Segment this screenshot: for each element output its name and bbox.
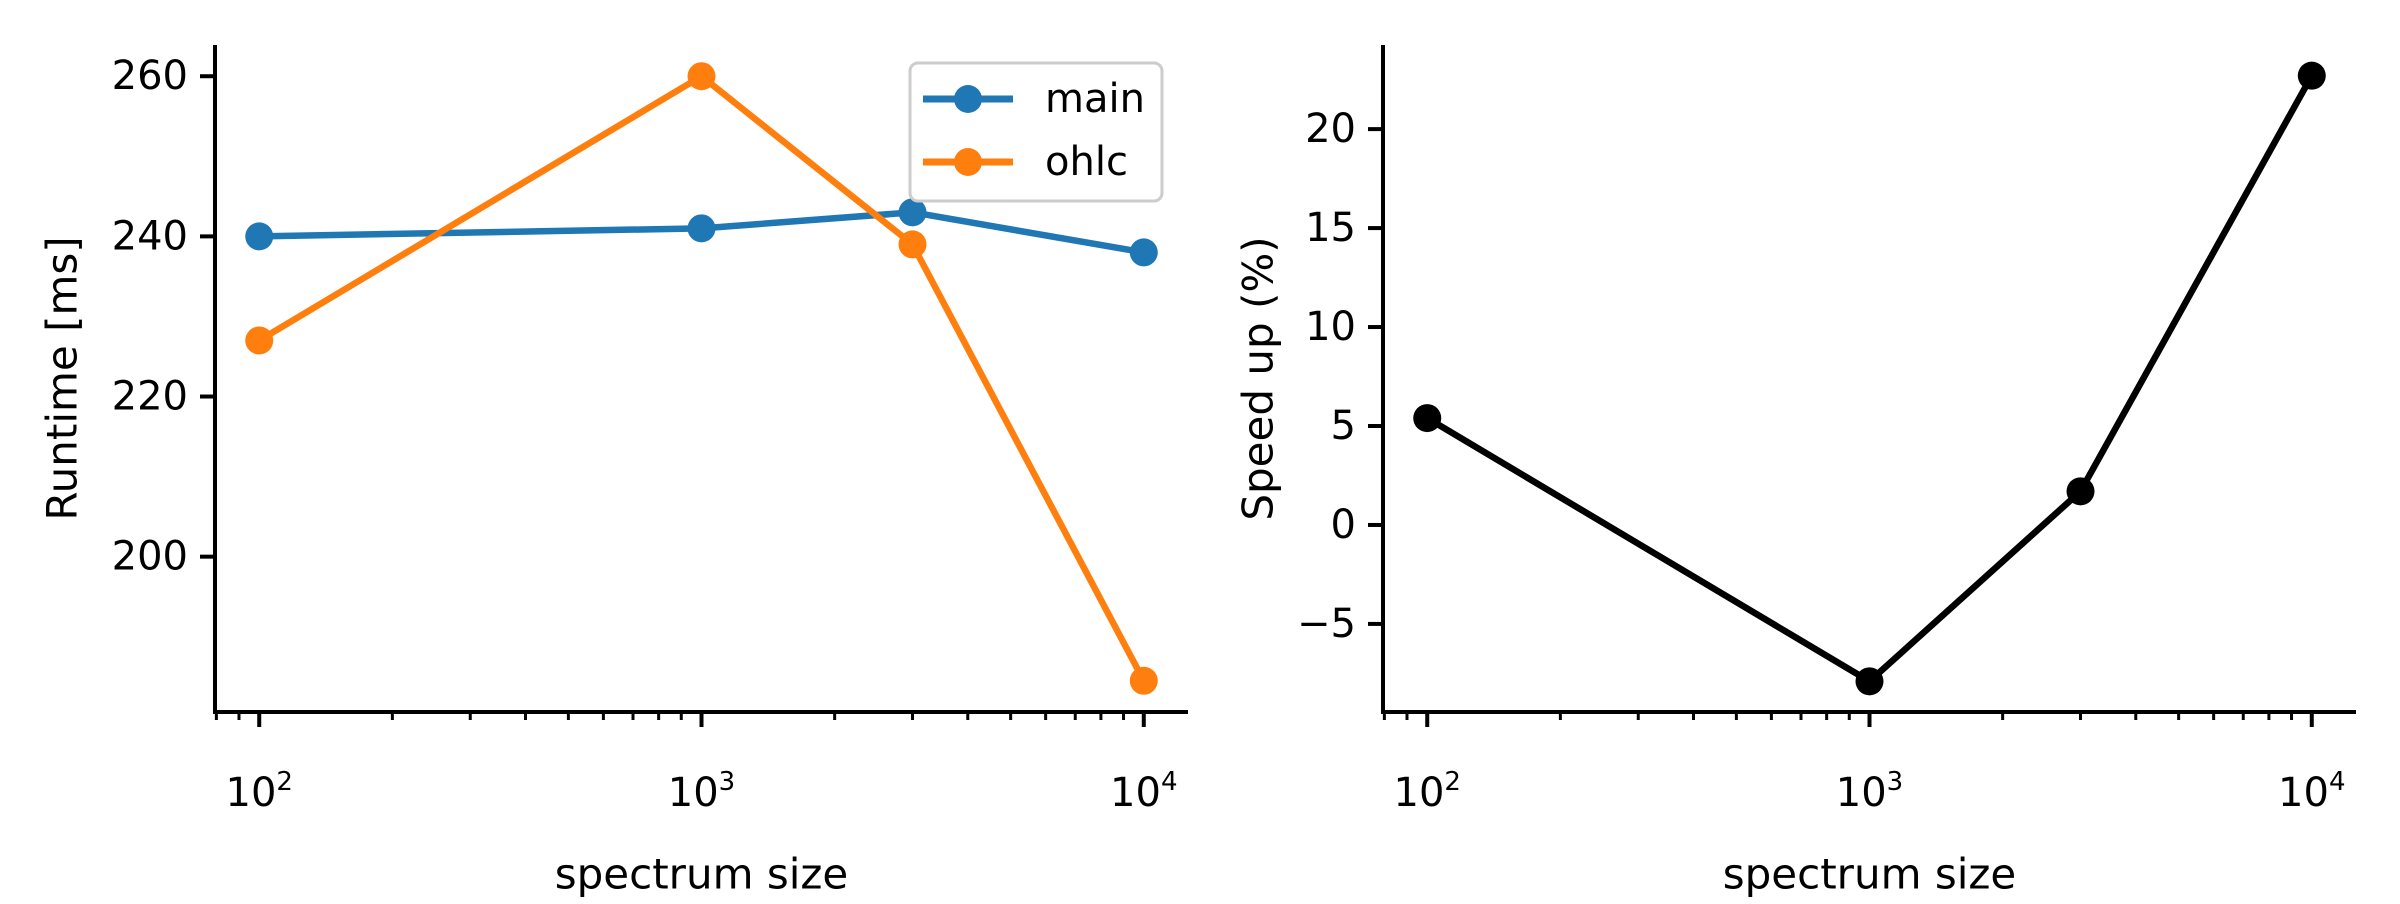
data-point-ohlc [1129,666,1158,695]
data-point-main [687,214,716,243]
legend-entry-label: main [1045,76,1145,122]
y-tick-label: −5 [1297,601,1356,647]
series-line-ohlc [257,72,1147,683]
y-tick-label: 5 [1331,403,1356,449]
x-tick-label: 103 [668,767,735,816]
series-line-speed_up [1425,74,2315,685]
y-tick-label: 260 [112,53,188,99]
y-tick-label: 10 [1305,304,1356,350]
data-point-speed_up [1413,404,1442,433]
data-point-speed_up [2297,61,2326,90]
x-axis-label: spectrum size [1723,850,2017,899]
data-point-main [245,222,274,251]
data-point-main [898,198,927,227]
x-tick-label: 104 [1110,767,1177,816]
x-axis-label: spectrum size [555,850,849,899]
y-axis-label: Speed up (%) [1234,236,1283,520]
legend-entry-label: ohlc [1045,139,1128,185]
data-point-main [1129,238,1158,267]
data-point-ohlc [898,230,927,259]
legend: main ohlc [908,61,1164,203]
runtime-chart: 102 103 104 200 220 240 260 spectrum size Runtim… [38,45,1188,899]
y-tick-label: 20 [1305,106,1356,152]
axes-spines [1381,45,2356,714]
y-tick-label: 220 [112,374,188,420]
y-tick-label: 240 [112,213,188,259]
x-tick-label: 104 [2278,767,2345,816]
data-point-ohlc [687,62,716,91]
x-tick-label: 102 [226,767,293,816]
x-tick-label: 102 [1394,767,1461,816]
legend-swatch-marker [954,85,982,113]
series-line-main [259,209,1145,256]
y-axis-label: Runtime [ms] [38,236,87,520]
data-point-speed_up [1855,667,1884,696]
y-tick-label: 0 [1331,502,1356,548]
y-tick-label: 200 [112,534,188,580]
x-tick-label: 103 [1836,767,1903,816]
speedup-chart: 102 103 104 −5 0 5 10 15 20 spectrum size Speed up… [1234,45,2356,899]
y-tick-label: 15 [1305,205,1356,251]
data-point-speed_up [2066,477,2095,506]
data-point-ohlc [245,326,274,355]
legend-swatch-marker [954,148,982,176]
